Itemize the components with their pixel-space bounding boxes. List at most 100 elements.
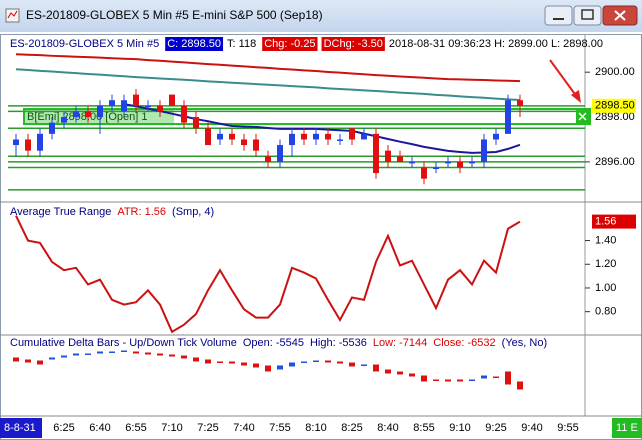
value-badge-label: 1.56 <box>595 215 616 227</box>
candle-body <box>505 100 511 134</box>
x-tick-label: 8:55 <box>413 422 434 434</box>
delta-bar <box>217 361 223 363</box>
candle-body <box>133 94 139 106</box>
candle-body <box>121 100 127 112</box>
delta-bar <box>265 365 271 372</box>
delta-bar <box>313 360 319 362</box>
delta-bar <box>349 362 355 367</box>
delta-bar <box>133 351 139 354</box>
panel-header: Chg: -0.25 <box>264 38 315 50</box>
candle-body <box>325 133 331 140</box>
delta-bar <box>421 375 427 382</box>
delta-bar <box>385 369 391 374</box>
candle-body <box>229 133 235 140</box>
candle-body <box>313 133 319 140</box>
delta-bar <box>337 361 343 364</box>
candle-body <box>37 133 43 151</box>
panel-header: Cumulative Delta Bars - Up/Down Tick Vol… <box>10 337 237 349</box>
window-icon <box>5 8 20 23</box>
candle-body <box>373 133 379 174</box>
header-highlight <box>321 37 385 51</box>
date-box <box>0 418 42 438</box>
candle-body <box>217 133 223 140</box>
delta-bar <box>145 352 151 355</box>
candle-body <box>421 167 427 179</box>
panel-header: Low: -7144 <box>373 337 427 349</box>
delta-bar <box>457 379 463 382</box>
delta-bar <box>61 355 67 358</box>
delta-bar <box>469 379 475 381</box>
delta-bar <box>397 371 403 375</box>
value-badge <box>592 214 636 229</box>
y-tick-label: 1.00 <box>595 282 616 294</box>
x-tick-label: 9:55 <box>557 422 578 434</box>
candle-body <box>517 100 523 106</box>
order-line <box>23 108 591 126</box>
status-label: 11 E <box>616 422 638 434</box>
candle-body <box>337 139 343 141</box>
title-bar <box>0 0 642 32</box>
candle-body <box>301 133 307 140</box>
candle-body <box>481 139 487 162</box>
delta-bar <box>445 379 451 382</box>
window-title: ES-201809-GLOBEX 5 Min #5 E-mini S&P 500… <box>26 8 323 22</box>
x-tick-label: 8:40 <box>377 422 398 434</box>
window-icon-glyph <box>7 10 18 19</box>
delta-bar <box>181 355 187 359</box>
x-tick-label: 7:40 <box>233 422 254 434</box>
candle-body <box>25 139 31 151</box>
candle-body <box>469 161 475 164</box>
delta-bar <box>229 361 235 364</box>
delta-bar <box>325 360 331 363</box>
panel-header: Close: -6532 <box>433 337 495 349</box>
delta-bar <box>361 364 367 366</box>
header-highlight <box>262 37 318 51</box>
candle-body <box>73 111 79 118</box>
x-tick-label: 9:40 <box>521 422 542 434</box>
delta-bar <box>49 357 55 360</box>
delta-bar <box>253 363 259 368</box>
maximize-button[interactable] <box>573 5 602 26</box>
candle-body <box>145 105 151 108</box>
delta-bar <box>97 351 103 354</box>
candle-body <box>409 161 415 164</box>
panel-header: (Smp, 4) <box>172 206 214 218</box>
x-tick-label: 9:10 <box>449 422 470 434</box>
annotation-arrow <box>549 59 578 98</box>
moving-average <box>123 103 521 154</box>
panel-header: 2018-08-31 09:36:23 H: 2899.00 L: 2898.0… <box>389 38 603 50</box>
delta-bar <box>373 364 379 372</box>
delta-bar <box>277 365 283 370</box>
y-tick-label: 1.40 <box>595 234 616 246</box>
candle-body <box>445 161 451 164</box>
candle-body <box>265 156 271 162</box>
candle-body <box>109 100 115 106</box>
candle-body <box>289 133 295 146</box>
window-buttons[interactable] <box>544 5 638 26</box>
panel-header: DChg: -3.50 <box>324 38 383 50</box>
candle-body <box>241 139 247 146</box>
delta-bar <box>109 351 115 353</box>
minimize-button[interactable] <box>544 5 573 26</box>
delta-bar <box>301 361 307 363</box>
candle-body <box>277 145 283 162</box>
delta-bar <box>169 354 175 357</box>
x-tick-label: 6:55 <box>125 422 146 434</box>
x-tick-label: 8:10 <box>305 422 326 434</box>
panel-header: ES-201809-GLOBEX 5 Min #5 <box>10 38 159 50</box>
panel-header: (Yes, No) <box>502 337 547 349</box>
candle-body <box>157 105 163 112</box>
candle-body <box>97 105 103 118</box>
panel-header: Open: -5545 <box>243 337 304 349</box>
delta-bar <box>85 353 91 355</box>
delta-bar <box>505 371 511 385</box>
header-highlight <box>165 37 224 51</box>
delta-bar <box>121 350 127 352</box>
candle-body <box>169 94 175 106</box>
indicator-line <box>15 215 521 334</box>
delta-bar <box>409 373 415 377</box>
delta-bar <box>481 375 487 379</box>
candle-body <box>361 133 367 140</box>
